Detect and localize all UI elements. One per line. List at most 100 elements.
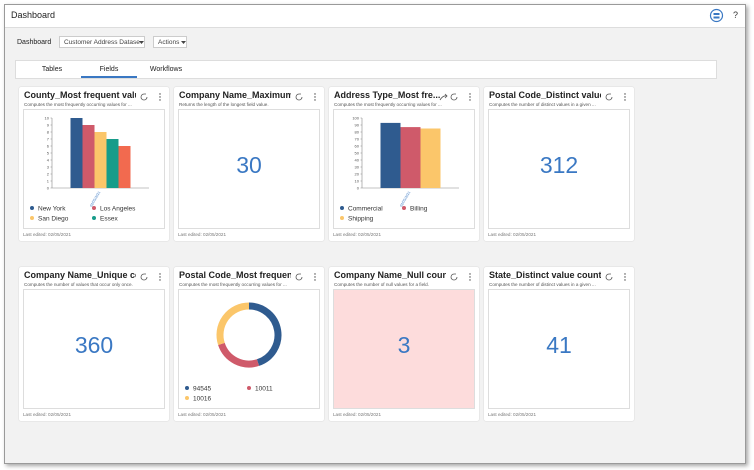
y-tick-label: 4: [47, 158, 50, 163]
bar: [70, 118, 83, 188]
widget-card: Company Name_Maximum ... Returns the leng…: [174, 87, 324, 241]
more-icon-dot[interactable]: [159, 279, 161, 281]
legend-label: San Diego: [38, 215, 69, 222]
more-icon-dot[interactable]: [624, 93, 626, 95]
more-icon-dot[interactable]: [624, 96, 626, 98]
more-icon-dot[interactable]: [314, 276, 316, 278]
widget-card: Address Type_Most fre... Computes the mos…: [329, 87, 479, 241]
card-content: 3: [333, 289, 475, 409]
card-actions: [439, 93, 471, 101]
dataset-dropdown[interactable]: Customer Address Datase: [59, 36, 145, 48]
more-icon-dot[interactable]: [624, 276, 626, 278]
y-tick-label: 9: [47, 123, 50, 128]
more-icon-dot[interactable]: [159, 276, 161, 278]
legend-swatch: [340, 216, 344, 220]
more-icon-dot[interactable]: [159, 96, 161, 98]
help-button[interactable]: ?: [733, 10, 739, 20]
more-icon-dot[interactable]: [469, 279, 471, 281]
more-icon-dot[interactable]: [159, 99, 161, 101]
share-icon[interactable]: [439, 93, 448, 101]
metric-value: 30: [236, 152, 262, 178]
y-tick-label: 8: [47, 130, 50, 135]
more-icon-dot[interactable]: [159, 93, 161, 95]
more-icon-dot[interactable]: [469, 93, 471, 95]
card-content: 360: [23, 289, 165, 409]
metric-value: 312: [539, 152, 579, 178]
dashboard-icon[interactable]: [709, 8, 724, 23]
chart: 94545 10011 10016: [185, 302, 282, 402]
y-tick-label: 10: [355, 179, 360, 184]
legend-label: Commercial: [348, 205, 383, 212]
tab-label: Tables: [41, 66, 63, 73]
y-tick-label: 60: [355, 144, 360, 149]
chart: 010203040506070809010002/05/2021Commerci…: [340, 116, 459, 222]
dropdown-caret: [139, 41, 144, 44]
card-actions: [295, 273, 316, 281]
more-icon-dot[interactable]: [624, 273, 626, 275]
card-footer: Last edited: 02/05/2021: [178, 232, 227, 237]
legend-swatch: [247, 386, 251, 390]
more-icon-dot[interactable]: [469, 276, 471, 278]
more-icon-dot[interactable]: [314, 99, 316, 101]
legend-swatch: [30, 206, 34, 210]
refresh-icon[interactable]: [450, 93, 458, 101]
legend-swatch: [92, 206, 96, 210]
y-tick-label: 100: [352, 116, 359, 121]
legend-swatch: [92, 216, 96, 220]
card-description: Computes the most frequently occurring v…: [24, 102, 132, 107]
tab[interactable]: Fields: [81, 61, 137, 78]
refresh-icon[interactable]: [605, 93, 613, 101]
refresh-icon[interactable]: [140, 273, 148, 281]
more-icon-dot[interactable]: [314, 93, 316, 95]
more-icon-dot[interactable]: [314, 273, 316, 275]
refresh-icon[interactable]: [450, 273, 458, 281]
card-title: Company Name_Maximum ...: [179, 90, 291, 100]
tab-label: Workflows: [149, 66, 183, 73]
tab-label: Fields: [99, 66, 119, 73]
y-tick-label: 30: [355, 165, 360, 170]
card-title: Company Name_Null count: [334, 270, 446, 280]
refresh-icon[interactable]: [140, 93, 148, 101]
metric-value: 360: [74, 332, 114, 358]
refresh-icon[interactable]: [295, 273, 303, 281]
more-icon-dot[interactable]: [314, 96, 316, 98]
donut-segment: [216, 302, 250, 346]
card-title: Postal Code_Distinct value ...: [489, 90, 601, 100]
y-tick-label: 90: [355, 123, 360, 128]
card-content: 41: [488, 289, 630, 409]
card-footer: Last edited: 02/05/2021: [333, 412, 382, 417]
tab[interactable]: Workflows: [138, 61, 194, 78]
legend-label: New York: [38, 205, 66, 212]
toolbar-label: Dashboard: [17, 39, 52, 46]
more-icon-dot[interactable]: [469, 96, 471, 98]
more-icon-dot[interactable]: [469, 99, 471, 101]
more-icon-dot[interactable]: [314, 279, 316, 281]
y-tick-label: 6: [47, 144, 50, 149]
y-tick-label: 80: [355, 130, 360, 135]
card-content: 94545 10011 10016: [178, 289, 320, 409]
refresh-icon[interactable]: [605, 273, 613, 281]
actions-dropdown[interactable]: Actions: [153, 36, 187, 48]
widget-card: Postal Code_Distinct value ... Computes t…: [484, 87, 634, 241]
more-icon-dot[interactable]: [624, 279, 626, 281]
legend-label: 10011: [255, 385, 273, 392]
more-icon-dot[interactable]: [469, 273, 471, 275]
metric-value: 3: [397, 332, 411, 358]
bar: [380, 122, 401, 188]
card-content: 0 10 20 30 40 50 60 70 80 90 100 02/05/2021 Commerci…: [333, 109, 475, 229]
card-description: Computes the number of null values for a…: [334, 282, 429, 287]
card-title: Company Name_Unique co...: [24, 270, 136, 280]
card-actions: [295, 93, 316, 101]
tab[interactable]: Tables: [24, 61, 80, 78]
card-title: Address Type_Most fre...: [334, 90, 441, 100]
card-actions: [605, 273, 626, 281]
refresh-icon[interactable]: [295, 93, 303, 101]
more-icon-dot[interactable]: [624, 99, 626, 101]
active-tab-underline: [81, 76, 137, 78]
card-actions: [605, 93, 626, 101]
bar: [106, 139, 119, 188]
card-actions: [140, 93, 161, 101]
card-footer: Last edited: 02/05/2021: [333, 232, 382, 237]
more-icon-dot[interactable]: [159, 273, 161, 275]
